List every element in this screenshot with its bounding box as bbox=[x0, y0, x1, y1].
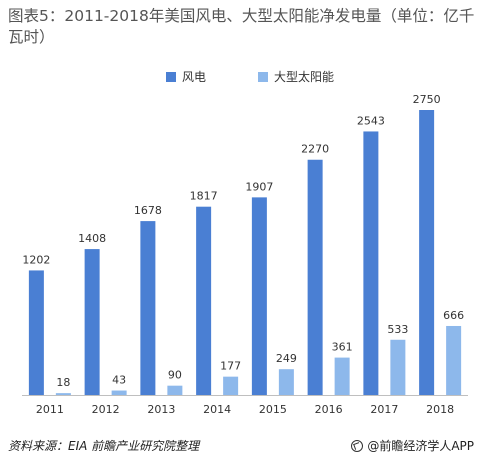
bar-wind-2017 bbox=[363, 131, 379, 395]
bar-wind-2013 bbox=[140, 221, 156, 395]
legend: 风电 大型太阳能 bbox=[0, 68, 482, 84]
bar-wind-2016 bbox=[307, 159, 323, 395]
bar-solar-2013 bbox=[167, 385, 183, 395]
x-tick-label-2015: 2015 bbox=[259, 403, 287, 416]
label-solar-2014: 177 bbox=[220, 360, 241, 373]
legend-swatch-wind bbox=[166, 71, 176, 82]
x-tick-label-2011: 2011 bbox=[36, 403, 64, 416]
source-note: 资料来源：EIA 前瞻产业研究院整理 bbox=[8, 439, 200, 453]
legend-label-solar: 大型太阳能 bbox=[274, 70, 335, 84]
label-wind-2016: 2270 bbox=[301, 143, 329, 156]
label-wind-2018: 2750 bbox=[413, 93, 441, 106]
bar-wind-2011 bbox=[28, 270, 44, 395]
bar-solar-2017 bbox=[390, 339, 406, 395]
bar-solar-2014 bbox=[223, 376, 239, 395]
bar-solar-2018 bbox=[446, 325, 462, 395]
label-wind-2012: 1408 bbox=[78, 232, 106, 245]
label-wind-2015: 1907 bbox=[245, 180, 273, 193]
bar-solar-2015 bbox=[278, 369, 294, 395]
x-tick-label-2013: 2013 bbox=[147, 403, 175, 416]
label-wind-2014: 1817 bbox=[190, 190, 218, 203]
label-wind-2013: 1678 bbox=[134, 204, 162, 217]
brand-label: @前瞻经济学人APP bbox=[351, 437, 474, 454]
bar-solar-2011 bbox=[55, 393, 71, 395]
bar-solar-2016 bbox=[334, 357, 350, 395]
legend-label-wind: 风电 bbox=[182, 70, 207, 84]
label-solar-2013: 90 bbox=[168, 369, 182, 382]
label-solar-2015: 249 bbox=[276, 352, 297, 365]
bar-wind-2012 bbox=[84, 249, 100, 395]
label-wind-2011: 1202 bbox=[22, 253, 50, 266]
label-solar-2017: 533 bbox=[387, 323, 408, 336]
bar-wind-2015 bbox=[251, 197, 267, 395]
x-tick-label-2018: 2018 bbox=[426, 403, 454, 416]
chart-title: 图表5：2011-2018年美国风电、大型太阳能净发电量（单位：亿千瓦时） bbox=[8, 7, 475, 46]
legend-item-wind: 风电 bbox=[166, 68, 206, 85]
label-solar-2011: 18 bbox=[56, 376, 70, 389]
brand-logo-icon bbox=[351, 439, 364, 452]
legend-swatch-solar bbox=[258, 71, 268, 82]
x-tick-label-2016: 2016 bbox=[315, 403, 343, 416]
label-solar-2012: 43 bbox=[112, 374, 126, 387]
label-solar-2016: 361 bbox=[332, 341, 353, 354]
label-wind-2017: 2543 bbox=[357, 114, 385, 127]
legend-item-solar: 大型太阳能 bbox=[258, 68, 334, 85]
bar-solar-2012 bbox=[111, 390, 127, 395]
label-solar-2018: 666 bbox=[443, 309, 464, 322]
bar-wind-2018 bbox=[419, 110, 435, 395]
brand-text: @前瞻经济学人APP bbox=[367, 439, 474, 453]
x-tick-label-2014: 2014 bbox=[203, 403, 231, 416]
x-tick-label-2012: 2012 bbox=[92, 403, 120, 416]
x-tick-label-2017: 2017 bbox=[370, 403, 398, 416]
bar-wind-2014 bbox=[196, 206, 212, 395]
